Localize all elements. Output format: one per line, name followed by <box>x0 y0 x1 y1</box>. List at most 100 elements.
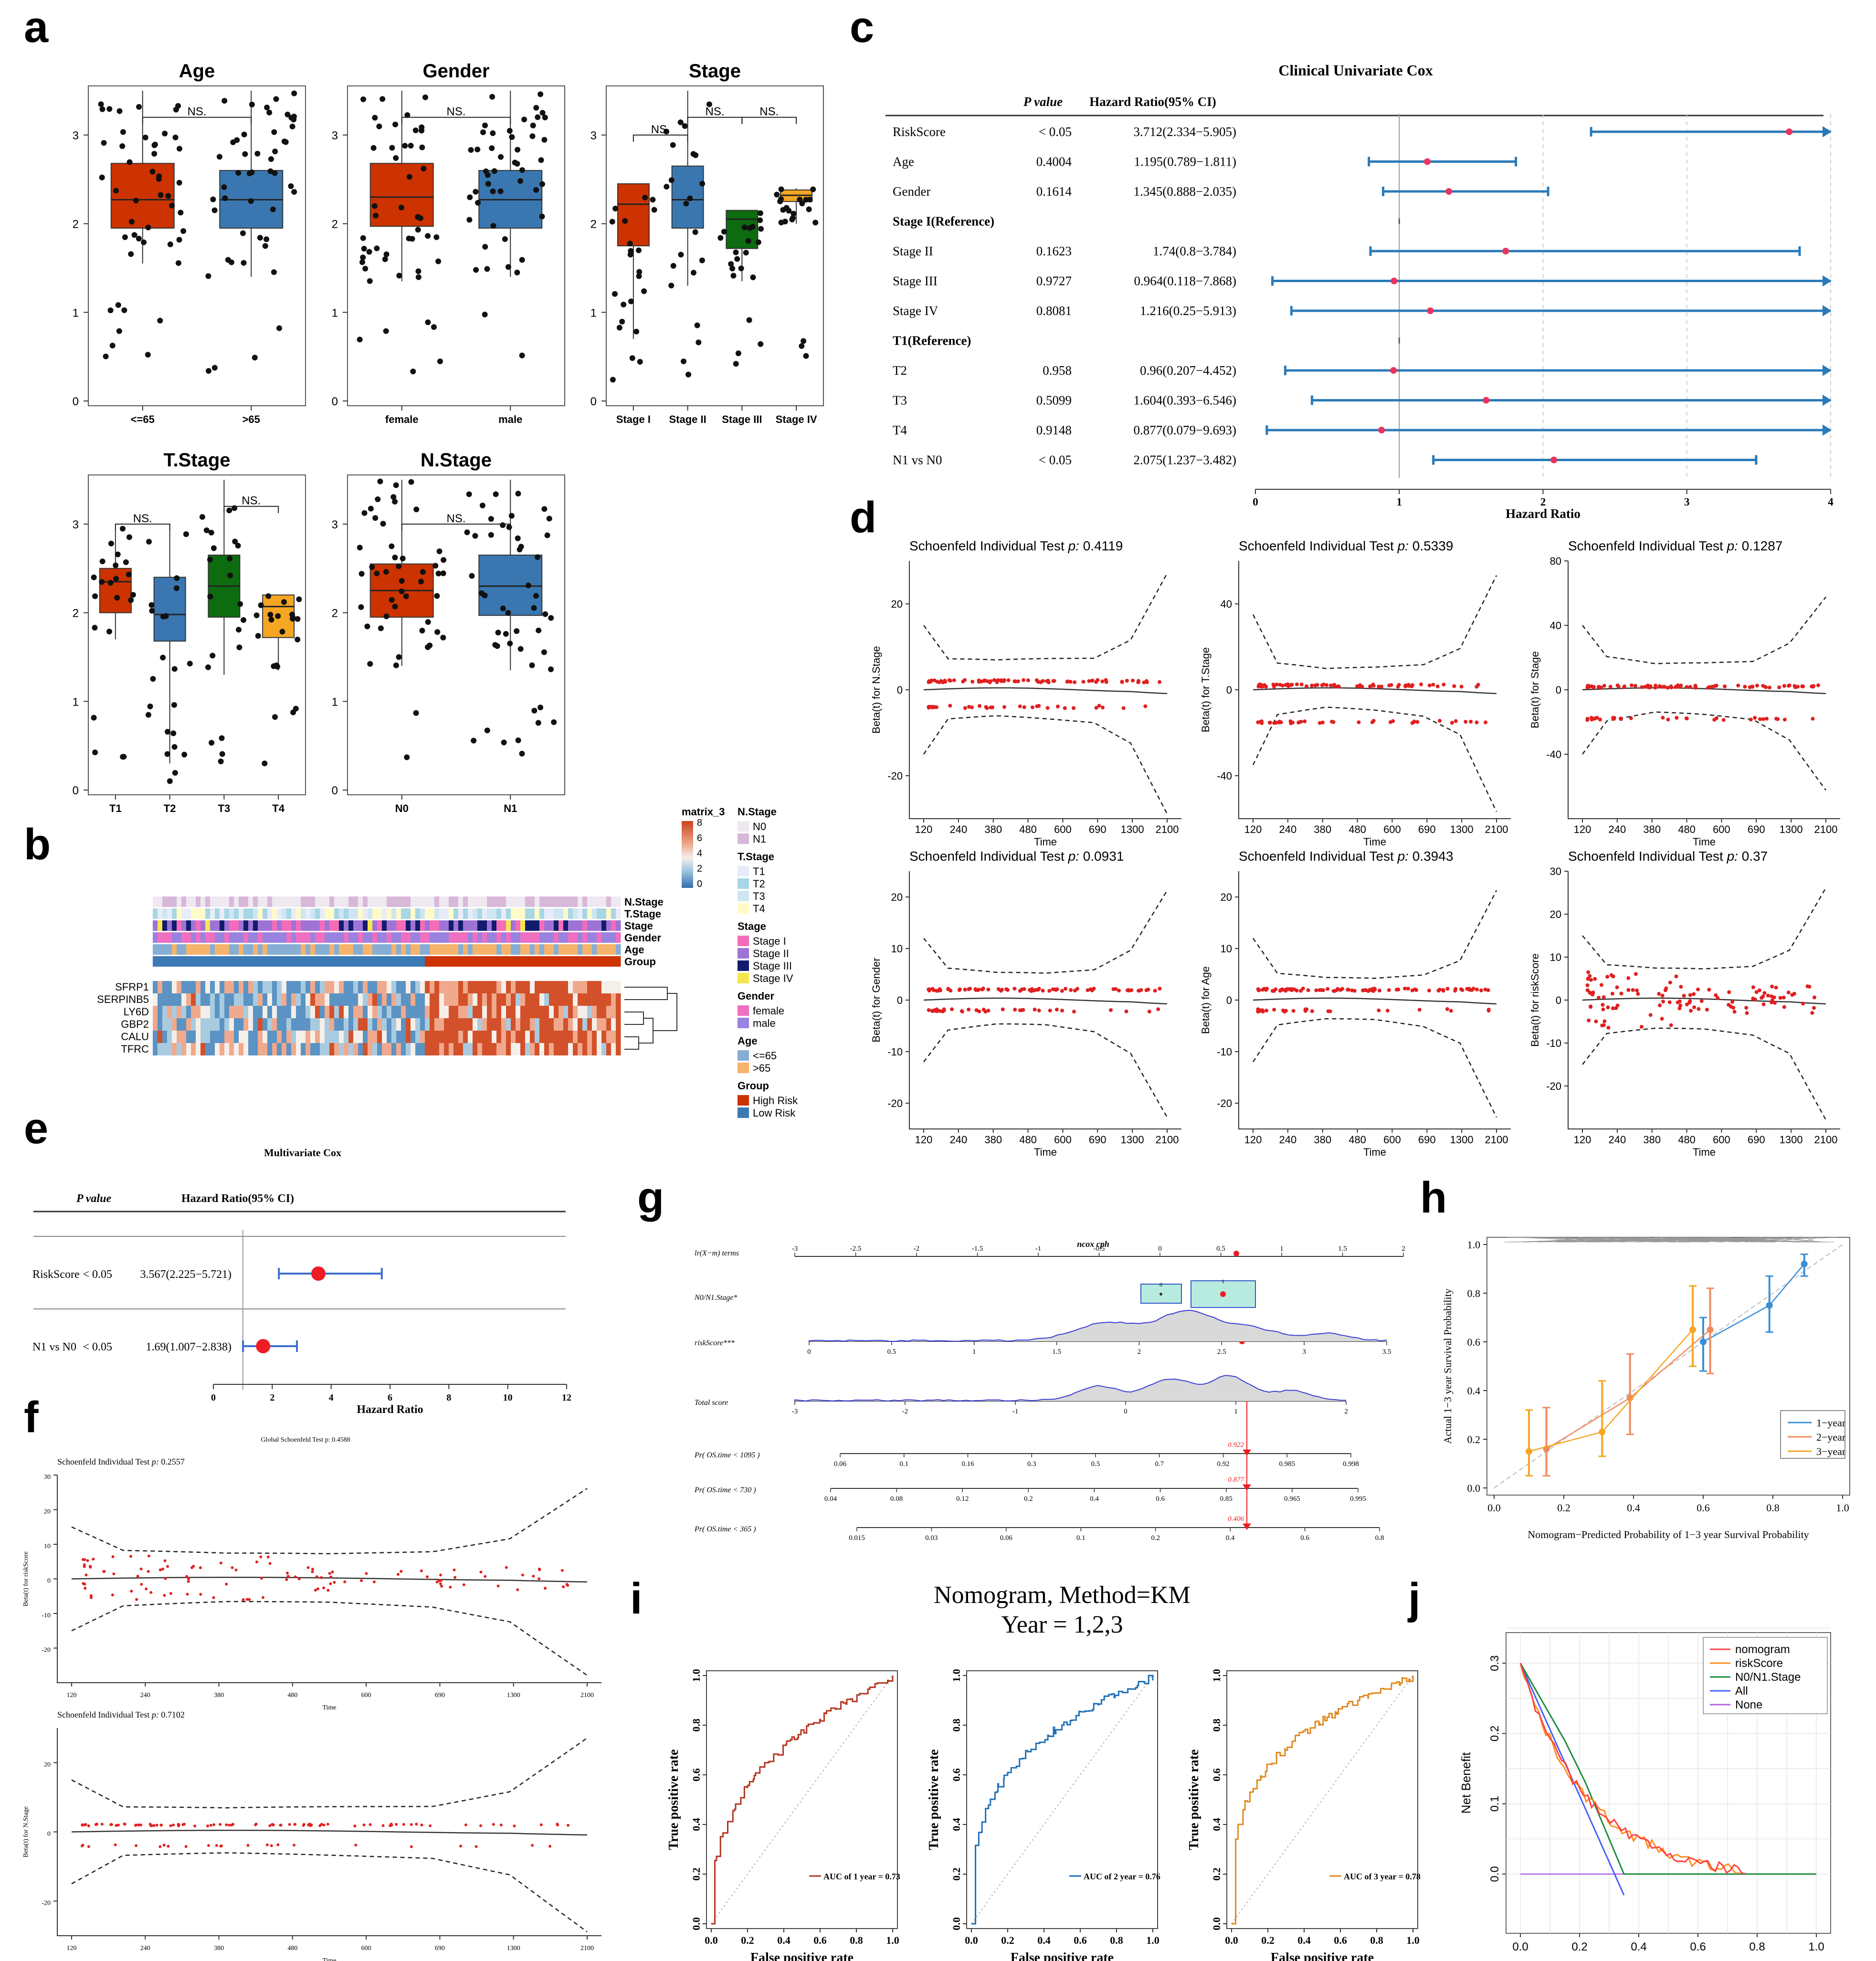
data-point <box>119 143 126 149</box>
annotation-cell <box>444 956 449 967</box>
x-tick-label: 0.2 <box>1001 1934 1014 1946</box>
data-point <box>482 244 488 250</box>
y-tick-label: 40 <box>1221 598 1232 610</box>
data-point <box>490 223 496 229</box>
x-tick-label: 0.6 <box>813 1934 827 1946</box>
annotation-cell <box>315 932 320 943</box>
y-tick-label: 20 <box>44 1508 51 1516</box>
residual-point <box>87 1845 90 1848</box>
annotation-cell <box>473 908 478 919</box>
heatmap-cell <box>348 981 354 993</box>
rug-tick <box>1564 1237 1567 1243</box>
heatmap-cell <box>205 1043 211 1055</box>
data-point <box>248 198 254 204</box>
residual-point <box>1782 1005 1786 1009</box>
data-point <box>399 588 405 594</box>
data-point <box>730 273 737 279</box>
data-point <box>633 328 640 335</box>
data-point <box>519 750 525 757</box>
residual-point <box>1380 685 1384 689</box>
annotation-cell <box>220 956 225 967</box>
heatmap-cell <box>339 993 344 1006</box>
data-point <box>291 90 297 96</box>
annotation-cell <box>439 896 444 907</box>
annotation-cell <box>334 920 339 931</box>
residual-point <box>167 1845 170 1848</box>
significance-label: NS. <box>446 512 465 525</box>
annotation-cell <box>253 944 258 955</box>
heatmap-cell <box>516 1018 521 1031</box>
heatmap-cell <box>277 1018 282 1031</box>
heatmap-cell <box>611 1006 616 1018</box>
residual-point <box>152 1824 156 1827</box>
p-value: 0.37 <box>1742 849 1768 864</box>
residual-point <box>1665 685 1670 690</box>
data-point <box>437 358 443 365</box>
residual-point <box>947 678 951 682</box>
heatmap-cell <box>520 1031 526 1043</box>
hazard-ratio-point <box>1390 367 1397 374</box>
data-point <box>289 124 295 130</box>
y-tick-label: 2 <box>590 218 597 231</box>
residual-point <box>242 1598 245 1602</box>
residual-point <box>1486 988 1490 992</box>
residual-point <box>1417 1008 1422 1012</box>
annotation-cell <box>539 956 545 967</box>
data-point <box>379 96 386 102</box>
heatmap-cell <box>191 1031 196 1043</box>
heatmap-cell <box>430 1006 435 1018</box>
x-tick-label: 600 <box>1383 823 1401 835</box>
x-tick-label: 10 <box>503 1392 513 1403</box>
auc-label: AUC of 2 year = 0.76 <box>1084 1872 1160 1881</box>
annotation-cell <box>520 908 526 919</box>
residual-point <box>1363 988 1367 992</box>
residual-point <box>963 706 967 710</box>
annotation-cell <box>186 920 191 931</box>
y-tick-label: 2 <box>73 607 79 620</box>
residual-point <box>322 1586 326 1590</box>
heatmap-cell <box>186 981 191 993</box>
heatmap-cell <box>215 1018 220 1031</box>
residual-point <box>294 1823 297 1826</box>
heatmap-cell <box>539 1006 545 1018</box>
data-point <box>517 178 524 184</box>
nomogram-tick-label: 0.5 <box>887 1348 896 1356</box>
heatmap-cell <box>306 1006 311 1018</box>
auc-label: AUC of 3 year = 0.78 <box>1344 1872 1421 1881</box>
row-label: RiskScore <box>893 125 946 139</box>
residual-point <box>1033 1007 1037 1012</box>
annotation-cell <box>391 956 397 967</box>
data-point <box>176 237 182 243</box>
heatmap-cell <box>377 1006 382 1018</box>
data-point <box>533 593 539 599</box>
x-tick-label: 1300 <box>1450 823 1474 835</box>
data-point <box>721 229 727 235</box>
heatmap-cell <box>162 993 168 1006</box>
heatmap-cell <box>320 993 325 1006</box>
data-point <box>790 215 796 221</box>
residual-point <box>1782 684 1786 688</box>
legend-label: None <box>1735 1698 1762 1711</box>
nomogram-row-label: N0/N1.Stage* <box>694 1294 737 1302</box>
heatmap-cell <box>473 1006 478 1018</box>
annotation-cell <box>239 944 244 955</box>
residual-point <box>187 1580 190 1583</box>
x-tick-label: 1300 <box>1121 823 1144 835</box>
x-tick-label: 1.0 <box>1146 1934 1159 1946</box>
residual-point <box>169 1824 172 1827</box>
panel-letter-g: g <box>637 1173 664 1222</box>
residual-point <box>992 678 996 682</box>
annotation-cell <box>458 920 464 931</box>
annotation-cell <box>253 920 258 931</box>
residual-point <box>1450 721 1454 725</box>
heatmap-cell <box>167 993 172 1006</box>
residual-point <box>1415 720 1420 724</box>
residual-point <box>1589 978 1593 982</box>
annotation-cell <box>291 932 296 943</box>
data-point <box>120 754 126 760</box>
annotation-cell <box>372 896 378 907</box>
data-point <box>173 585 179 591</box>
annotation-cell <box>511 956 516 967</box>
residual-point <box>1387 988 1391 992</box>
residual-point <box>449 1585 452 1589</box>
